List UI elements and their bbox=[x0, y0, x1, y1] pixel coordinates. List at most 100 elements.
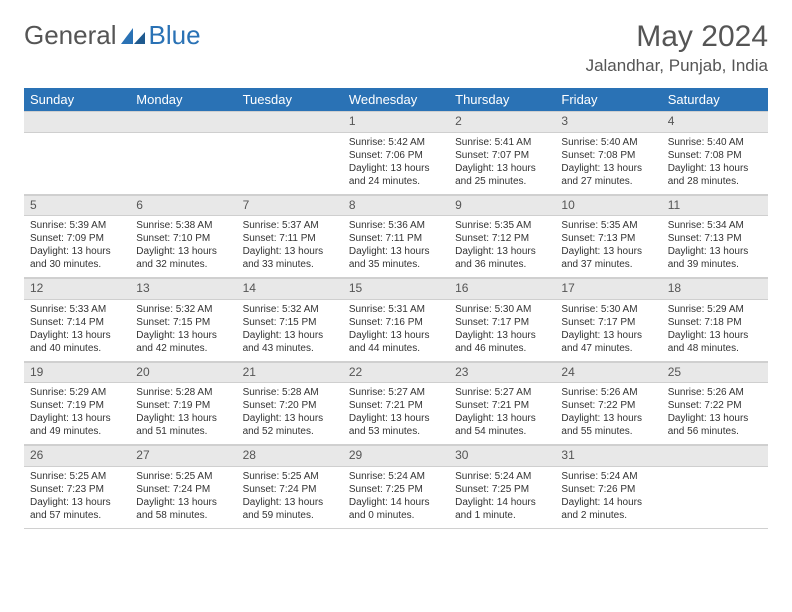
day-body: Sunrise: 5:26 AMSunset: 7:22 PMDaylight:… bbox=[662, 383, 768, 444]
calendar-cell: 12Sunrise: 5:33 AMSunset: 7:14 PMDayligh… bbox=[24, 278, 130, 362]
calendar-cell: 27Sunrise: 5:25 AMSunset: 7:24 PMDayligh… bbox=[130, 445, 236, 529]
weekday-header: Sunday bbox=[24, 88, 130, 111]
sunrise-line: Sunrise: 5:27 AM bbox=[349, 386, 443, 399]
day-body: Sunrise: 5:24 AMSunset: 7:25 PMDaylight:… bbox=[449, 467, 555, 528]
daylight-line: Daylight: 13 hours and 46 minutes. bbox=[455, 329, 549, 355]
sunrise-line: Sunrise: 5:26 AM bbox=[668, 386, 762, 399]
daylight-line: Daylight: 14 hours and 2 minutes. bbox=[561, 496, 655, 522]
day-number bbox=[237, 111, 343, 133]
sunset-line: Sunset: 7:08 PM bbox=[561, 149, 655, 162]
day-number: 22 bbox=[343, 362, 449, 384]
day-body: Sunrise: 5:25 AMSunset: 7:24 PMDaylight:… bbox=[237, 467, 343, 528]
day-body: Sunrise: 5:26 AMSunset: 7:22 PMDaylight:… bbox=[555, 383, 661, 444]
sunrise-line: Sunrise: 5:40 AM bbox=[668, 136, 762, 149]
calendar-cell: 21Sunrise: 5:28 AMSunset: 7:20 PMDayligh… bbox=[237, 361, 343, 445]
daylight-line: Daylight: 13 hours and 30 minutes. bbox=[30, 245, 124, 271]
day-number: 21 bbox=[237, 362, 343, 384]
day-body bbox=[130, 133, 236, 187]
daylight-line: Daylight: 13 hours and 58 minutes. bbox=[136, 496, 230, 522]
sunset-line: Sunset: 7:08 PM bbox=[668, 149, 762, 162]
day-number: 20 bbox=[130, 362, 236, 384]
day-number: 10 bbox=[555, 195, 661, 217]
weekday-header: Saturday bbox=[662, 88, 768, 111]
sunrise-line: Sunrise: 5:38 AM bbox=[136, 219, 230, 232]
sunset-line: Sunset: 7:14 PM bbox=[30, 316, 124, 329]
day-body: Sunrise: 5:27 AMSunset: 7:21 PMDaylight:… bbox=[343, 383, 449, 444]
calendar-cell: 5Sunrise: 5:39 AMSunset: 7:09 PMDaylight… bbox=[24, 194, 130, 278]
day-number: 17 bbox=[555, 278, 661, 300]
sunset-line: Sunset: 7:10 PM bbox=[136, 232, 230, 245]
sunrise-line: Sunrise: 5:25 AM bbox=[136, 470, 230, 483]
sunset-line: Sunset: 7:21 PM bbox=[455, 399, 549, 412]
sunset-line: Sunset: 7:07 PM bbox=[455, 149, 549, 162]
calendar-cell: 8Sunrise: 5:36 AMSunset: 7:11 PMDaylight… bbox=[343, 194, 449, 278]
sunset-line: Sunset: 7:19 PM bbox=[30, 399, 124, 412]
sunset-line: Sunset: 7:11 PM bbox=[349, 232, 443, 245]
calendar-cell: 17Sunrise: 5:30 AMSunset: 7:17 PMDayligh… bbox=[555, 278, 661, 362]
location: Jalandhar, Punjab, India bbox=[586, 56, 768, 76]
sunset-line: Sunset: 7:12 PM bbox=[455, 232, 549, 245]
sunrise-line: Sunrise: 5:36 AM bbox=[349, 219, 443, 232]
calendar-cell: 25Sunrise: 5:26 AMSunset: 7:22 PMDayligh… bbox=[662, 361, 768, 445]
day-body: Sunrise: 5:31 AMSunset: 7:16 PMDaylight:… bbox=[343, 300, 449, 361]
sunset-line: Sunset: 7:17 PM bbox=[561, 316, 655, 329]
sunset-line: Sunset: 7:23 PM bbox=[30, 483, 124, 496]
day-body bbox=[24, 133, 130, 187]
day-body: Sunrise: 5:28 AMSunset: 7:19 PMDaylight:… bbox=[130, 383, 236, 444]
day-number bbox=[662, 445, 768, 467]
calendar-cell: 30Sunrise: 5:24 AMSunset: 7:25 PMDayligh… bbox=[449, 445, 555, 529]
sunrise-line: Sunrise: 5:33 AM bbox=[30, 303, 124, 316]
calendar-cell: 11Sunrise: 5:34 AMSunset: 7:13 PMDayligh… bbox=[662, 194, 768, 278]
sunset-line: Sunset: 7:22 PM bbox=[668, 399, 762, 412]
weekday-header-row: Sunday Monday Tuesday Wednesday Thursday… bbox=[24, 88, 768, 111]
daylight-line: Daylight: 13 hours and 32 minutes. bbox=[136, 245, 230, 271]
day-number: 8 bbox=[343, 195, 449, 217]
day-number: 3 bbox=[555, 111, 661, 133]
day-number: 7 bbox=[237, 195, 343, 217]
sunset-line: Sunset: 7:15 PM bbox=[243, 316, 337, 329]
day-body: Sunrise: 5:25 AMSunset: 7:24 PMDaylight:… bbox=[130, 467, 236, 528]
day-body: Sunrise: 5:32 AMSunset: 7:15 PMDaylight:… bbox=[237, 300, 343, 361]
calendar-cell bbox=[662, 445, 768, 529]
daylight-line: Daylight: 13 hours and 27 minutes. bbox=[561, 162, 655, 188]
daylight-line: Daylight: 13 hours and 44 minutes. bbox=[349, 329, 443, 355]
day-body: Sunrise: 5:27 AMSunset: 7:21 PMDaylight:… bbox=[449, 383, 555, 444]
sunset-line: Sunset: 7:06 PM bbox=[349, 149, 443, 162]
day-number: 30 bbox=[449, 445, 555, 467]
day-body: Sunrise: 5:35 AMSunset: 7:12 PMDaylight:… bbox=[449, 216, 555, 277]
daylight-line: Daylight: 13 hours and 53 minutes. bbox=[349, 412, 443, 438]
calendar-cell: 13Sunrise: 5:32 AMSunset: 7:15 PMDayligh… bbox=[130, 278, 236, 362]
sunset-line: Sunset: 7:09 PM bbox=[30, 232, 124, 245]
sunrise-line: Sunrise: 5:31 AM bbox=[349, 303, 443, 316]
daylight-line: Daylight: 13 hours and 33 minutes. bbox=[243, 245, 337, 271]
calendar-cell: 10Sunrise: 5:35 AMSunset: 7:13 PMDayligh… bbox=[555, 194, 661, 278]
day-body: Sunrise: 5:40 AMSunset: 7:08 PMDaylight:… bbox=[555, 133, 661, 194]
sunrise-line: Sunrise: 5:35 AM bbox=[561, 219, 655, 232]
weekday-header: Friday bbox=[555, 88, 661, 111]
day-number: 14 bbox=[237, 278, 343, 300]
calendar-cell: 29Sunrise: 5:24 AMSunset: 7:25 PMDayligh… bbox=[343, 445, 449, 529]
logo: General Blue bbox=[24, 20, 201, 51]
logo-text-part2: Blue bbox=[149, 20, 201, 51]
calendar-cell: 16Sunrise: 5:30 AMSunset: 7:17 PMDayligh… bbox=[449, 278, 555, 362]
weekday-header: Tuesday bbox=[237, 88, 343, 111]
day-body: Sunrise: 5:42 AMSunset: 7:06 PMDaylight:… bbox=[343, 133, 449, 194]
daylight-line: Daylight: 13 hours and 54 minutes. bbox=[455, 412, 549, 438]
day-body: Sunrise: 5:34 AMSunset: 7:13 PMDaylight:… bbox=[662, 216, 768, 277]
calendar-week-row: 19Sunrise: 5:29 AMSunset: 7:19 PMDayligh… bbox=[24, 361, 768, 445]
sunset-line: Sunset: 7:21 PM bbox=[349, 399, 443, 412]
day-body: Sunrise: 5:29 AMSunset: 7:18 PMDaylight:… bbox=[662, 300, 768, 361]
calendar-cell: 15Sunrise: 5:31 AMSunset: 7:16 PMDayligh… bbox=[343, 278, 449, 362]
day-body: Sunrise: 5:41 AMSunset: 7:07 PMDaylight:… bbox=[449, 133, 555, 194]
sunrise-line: Sunrise: 5:35 AM bbox=[455, 219, 549, 232]
daylight-line: Daylight: 13 hours and 36 minutes. bbox=[455, 245, 549, 271]
day-number: 25 bbox=[662, 362, 768, 384]
day-body: Sunrise: 5:36 AMSunset: 7:11 PMDaylight:… bbox=[343, 216, 449, 277]
day-number: 1 bbox=[343, 111, 449, 133]
sunrise-line: Sunrise: 5:39 AM bbox=[30, 219, 124, 232]
day-number: 29 bbox=[343, 445, 449, 467]
day-body: Sunrise: 5:28 AMSunset: 7:20 PMDaylight:… bbox=[237, 383, 343, 444]
calendar-cell: 7Sunrise: 5:37 AMSunset: 7:11 PMDaylight… bbox=[237, 194, 343, 278]
day-body: Sunrise: 5:29 AMSunset: 7:19 PMDaylight:… bbox=[24, 383, 130, 444]
day-body: Sunrise: 5:30 AMSunset: 7:17 PMDaylight:… bbox=[449, 300, 555, 361]
